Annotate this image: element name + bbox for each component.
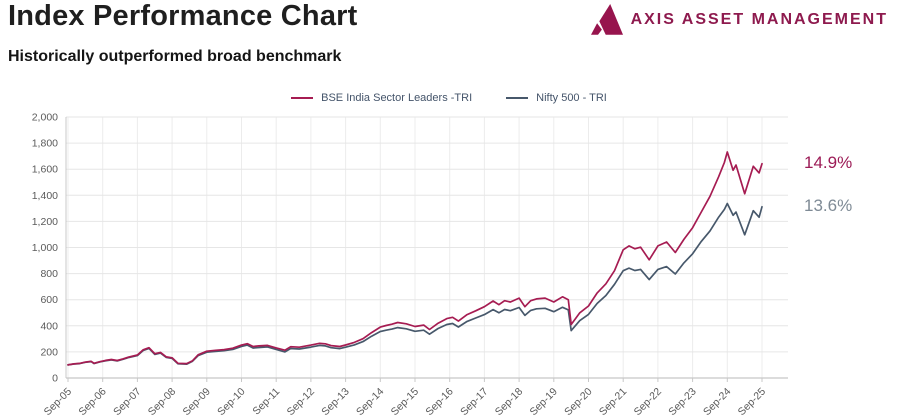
svg-text:Sep-20: Sep-20 — [562, 386, 595, 419]
brand-logo: AXIS ASSET MANAGEMENT — [590, 4, 888, 36]
chart-legend: BSE India Sector Leaders -TRI Nifty 500 … — [0, 92, 898, 104]
svg-text:Sep-22: Sep-22 — [632, 386, 665, 419]
svg-text:Sep-19: Sep-19 — [527, 386, 560, 419]
series-end-value-bse: 14.9% — [804, 152, 853, 172]
svg-text:Sep-09: Sep-09 — [180, 386, 213, 419]
svg-text:Sep-23: Sep-23 — [666, 386, 699, 419]
svg-text:1,800: 1,800 — [32, 138, 58, 150]
svg-text:1,600: 1,600 — [32, 164, 58, 176]
legend-line-marker — [506, 97, 529, 99]
brand-name: AXIS ASSET MANAGEMENT — [630, 11, 888, 28]
svg-text:0: 0 — [52, 373, 58, 385]
svg-text:Sep-16: Sep-16 — [423, 386, 456, 419]
svg-text:1,400: 1,400 — [32, 190, 58, 202]
legend-label: BSE India Sector Leaders -TRI — [321, 92, 473, 104]
svg-text:Sep-10: Sep-10 — [215, 386, 248, 419]
axis-triangle-logo-icon — [590, 4, 623, 35]
svg-text:1,000: 1,000 — [32, 242, 58, 254]
page-title: Index Performance Chart — [8, 0, 358, 32]
legend-line-marker — [291, 97, 314, 99]
svg-text:Sep-18: Sep-18 — [493, 386, 526, 419]
svg-text:2,000: 2,000 — [32, 112, 58, 124]
svg-text:Sep-24: Sep-24 — [701, 386, 734, 419]
svg-text:Sep-11: Sep-11 — [250, 386, 282, 418]
legend-item-nifty-500: Nifty 500 - TRI — [506, 92, 607, 104]
page-subtitle: Historically outperformed broad benchmar… — [8, 48, 342, 65]
svg-text:Sep-05: Sep-05 — [42, 386, 75, 419]
svg-text:Sep-17: Sep-17 — [458, 386, 491, 419]
series-end-value-nifty: 13.6% — [804, 195, 853, 215]
legend-label: Nifty 500 - TRI — [536, 92, 607, 104]
svg-text:Sep-14: Sep-14 — [354, 386, 387, 419]
svg-text:400: 400 — [40, 320, 58, 332]
svg-text:Sep-12: Sep-12 — [285, 386, 318, 419]
svg-text:800: 800 — [40, 268, 58, 280]
svg-text:Sep-15: Sep-15 — [389, 386, 422, 419]
svg-text:1,200: 1,200 — [32, 216, 58, 228]
svg-text:600: 600 — [40, 294, 58, 306]
performance-line-chart: Sep-05 Sep-06 Sep-07 Sep-08 Sep-09 Sep-10 Sep-… — [32, 112, 788, 419]
svg-text:Sep-07: Sep-07 — [111, 386, 144, 419]
svg-text:Sep-08: Sep-08 — [146, 386, 179, 419]
svg-text:Sep-13: Sep-13 — [319, 386, 352, 419]
legend-item-bse-sector-leaders: BSE India Sector Leaders -TRI — [291, 92, 472, 104]
svg-text:200: 200 — [40, 346, 58, 358]
svg-text:Sep-25: Sep-25 — [736, 386, 769, 419]
svg-text:Sep-21: Sep-21 — [597, 386, 630, 419]
svg-text:Sep-06: Sep-06 — [76, 386, 109, 419]
